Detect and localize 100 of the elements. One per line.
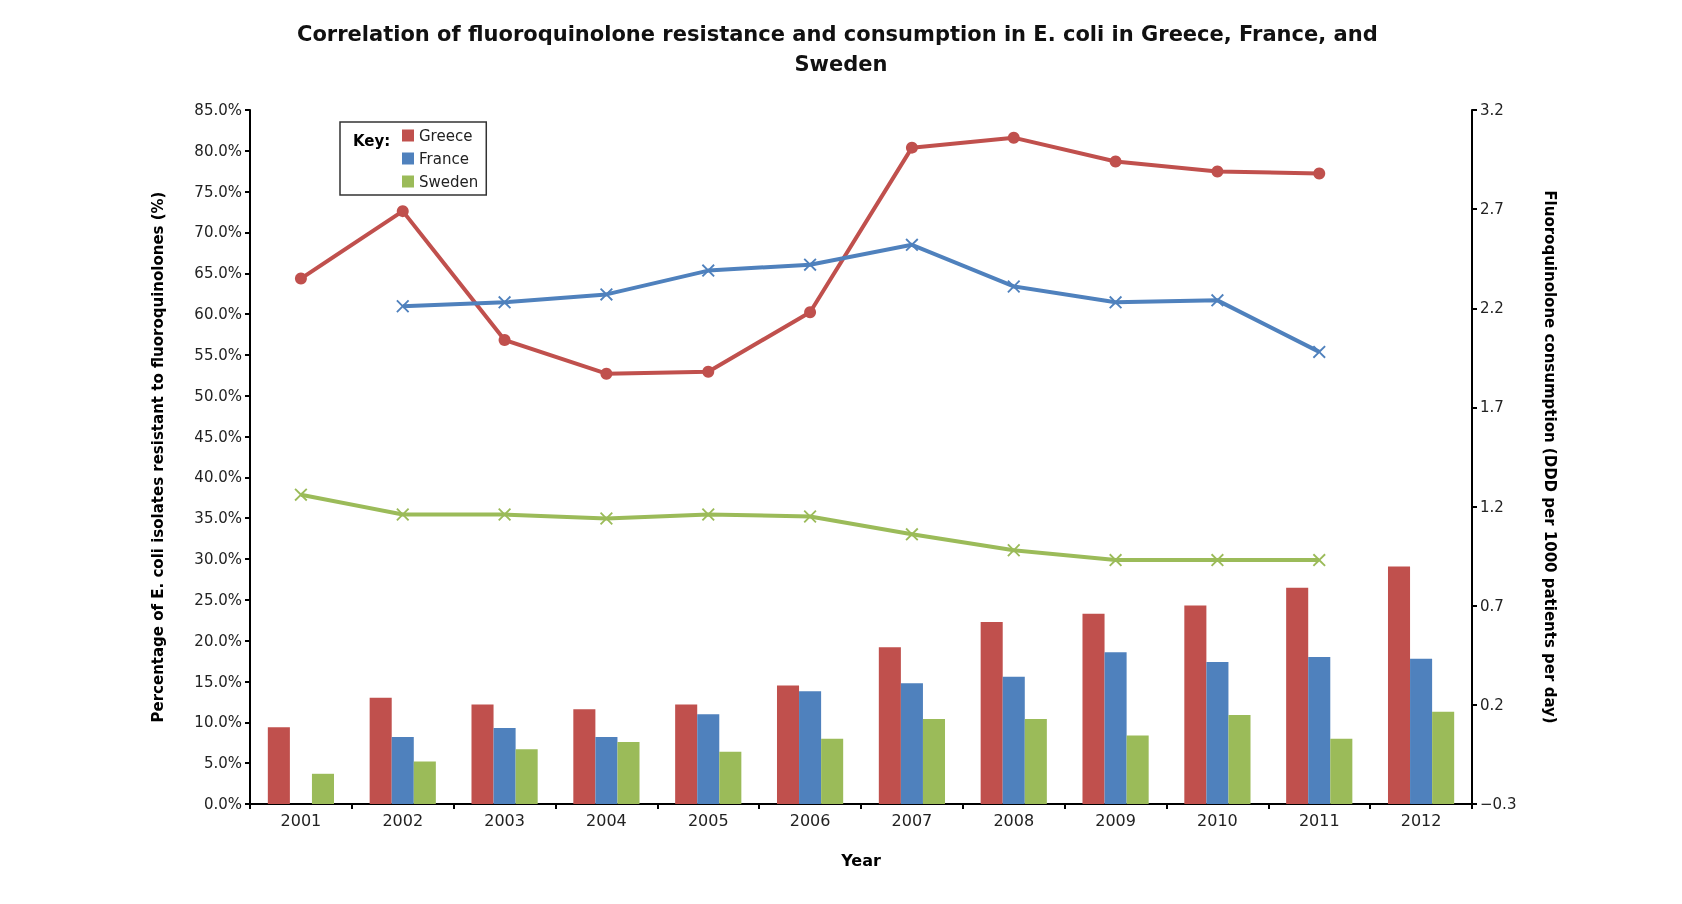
legend-title: Key: — [353, 131, 391, 150]
point — [1211, 165, 1224, 178]
y-tick-label: 65.0% — [194, 264, 242, 283]
point — [1312, 553, 1326, 567]
y2-tick-label: 2.2 — [1480, 299, 1504, 318]
bar — [878, 647, 901, 804]
y2-tick-label: 1.2 — [1480, 497, 1504, 516]
y2-tick-label: 2.7 — [1480, 200, 1504, 219]
bar — [471, 704, 494, 804]
point — [701, 508, 715, 521]
point — [599, 511, 613, 525]
bar — [1387, 566, 1411, 804]
x-tick-label: 2005 — [687, 810, 729, 830]
bar — [1082, 613, 1105, 804]
point — [701, 264, 715, 278]
bar — [980, 621, 1003, 804]
legend-label: France — [419, 149, 469, 168]
x-tick-label: 2003 — [484, 810, 525, 830]
x-tick-label: 2006 — [789, 810, 831, 830]
point — [396, 508, 410, 521]
x-tick-label: 2011 — [1298, 810, 1340, 830]
bar — [675, 704, 698, 804]
y-tick-label: 55.0% — [194, 345, 242, 364]
y-tick-label: 75.0% — [194, 182, 242, 201]
bar — [413, 761, 436, 804]
point — [396, 205, 409, 218]
y2-tick-label: −0.3 — [1480, 795, 1517, 813]
point — [498, 295, 512, 309]
bar — [515, 749, 538, 804]
y2-tick-label: 0.7 — [1480, 596, 1504, 615]
y-tick-label: 35.0% — [194, 509, 242, 528]
bar — [617, 741, 640, 804]
point — [1007, 279, 1021, 293]
x-tick-label: 2004 — [586, 810, 627, 830]
y-tick-label: 25.0% — [194, 590, 242, 609]
y-tick-label: 85.0% — [194, 101, 242, 119]
y2-tick-label: 0.2 — [1480, 695, 1504, 714]
bar — [821, 738, 844, 804]
x-tick-label: 2008 — [993, 810, 1035, 830]
point — [1109, 155, 1122, 168]
bar — [493, 728, 516, 804]
y-tick-label: 60.0% — [194, 305, 242, 324]
y-tick-label: 20.0% — [194, 631, 242, 650]
point — [1210, 293, 1224, 307]
x-tick-label: 2001 — [280, 810, 322, 830]
point — [803, 258, 817, 272]
bar — [719, 751, 742, 804]
point — [1109, 295, 1123, 309]
bar — [369, 697, 392, 804]
point — [905, 238, 919, 252]
x-tick-label: 2002 — [382, 810, 424, 830]
legend-label: Greece — [419, 126, 473, 145]
bar — [1410, 658, 1433, 804]
point — [1007, 543, 1021, 557]
y-tick-label: 0.0% — [203, 795, 242, 813]
point — [599, 287, 613, 301]
x-tick-label: 2007 — [891, 810, 933, 830]
bar — [922, 719, 946, 804]
x-axis-title: Year — [840, 850, 881, 870]
point — [498, 508, 512, 521]
y-tick-label: 15.0% — [194, 672, 242, 691]
bar — [799, 691, 822, 804]
bar — [1206, 661, 1229, 804]
x-tick-label: 2012 — [1400, 810, 1442, 830]
bar — [1308, 657, 1331, 804]
bar — [1432, 711, 1455, 804]
y-tick-label: 40.0% — [194, 468, 242, 487]
bar — [595, 737, 618, 804]
point — [294, 488, 308, 502]
bar — [776, 685, 800, 804]
y2-tick-label: 3.2 — [1480, 101, 1504, 119]
bar — [573, 709, 596, 804]
bar — [311, 773, 335, 804]
point — [1007, 131, 1020, 144]
y-tick-label: 50.0% — [194, 386, 242, 405]
y-axis-title: Percentage of E. coli isolates resistant to fluoroquinolones (%) — [148, 191, 167, 723]
bar — [1002, 676, 1025, 804]
y-tick-label: 5.0% — [203, 754, 242, 773]
point — [702, 365, 715, 378]
chart-title: Correlation of fluoroquinolone resistance and consumption in E. coli in Greece, France, and Sweden — [296, 22, 1386, 76]
y-tick-label: 70.0% — [194, 223, 242, 242]
bar — [391, 737, 414, 804]
point — [905, 141, 918, 154]
bar — [1024, 719, 1047, 804]
bar — [1330, 738, 1353, 804]
bar — [1228, 715, 1251, 804]
bar — [697, 714, 720, 804]
point — [294, 272, 307, 285]
legend-label: Sweden — [419, 172, 479, 191]
point — [396, 299, 410, 313]
y-tick-label: 45.0% — [194, 427, 242, 446]
bar — [1184, 605, 1207, 804]
bar — [900, 683, 923, 804]
bar — [1104, 652, 1127, 804]
bar — [267, 727, 290, 804]
x-tick-label: 2009 — [1095, 810, 1136, 830]
y2-axis-title: Fluoroquinolone consumption (DDD per 1000 patients per day) — [1540, 190, 1559, 724]
y-tick-label: 30.0% — [194, 550, 242, 569]
point — [905, 527, 919, 541]
point — [804, 306, 817, 319]
